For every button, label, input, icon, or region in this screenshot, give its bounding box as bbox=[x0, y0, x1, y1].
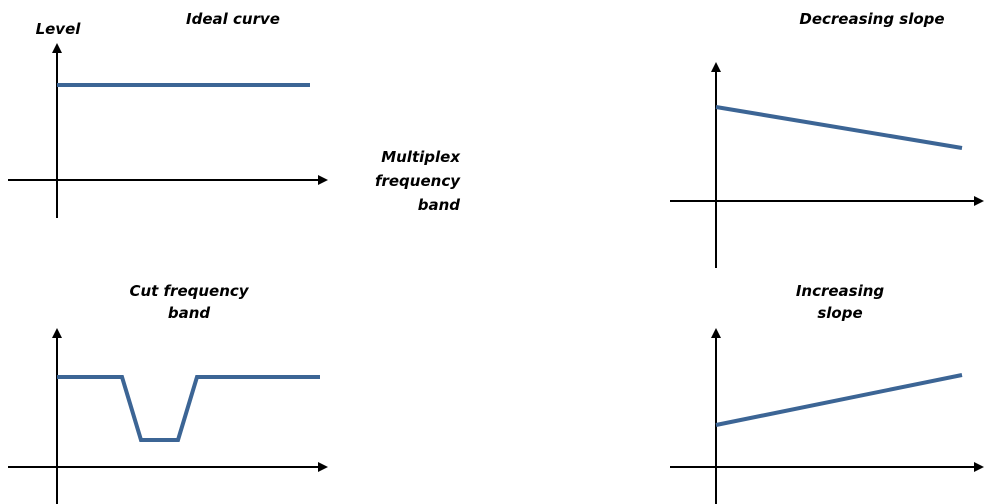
ideal-title: Ideal curve bbox=[186, 10, 280, 28]
increasing-title-line-2: slope bbox=[817, 304, 862, 322]
ideal-curve-panel: Ideal curve Level Multiplex frequency ba… bbox=[8, 10, 461, 218]
decreasing-title: Decreasing slope bbox=[799, 10, 944, 28]
increasing-title-line-1: Increasing bbox=[796, 282, 885, 300]
increasing-slope-panel: Increasing slope bbox=[670, 282, 984, 504]
cut-title-line-2: band bbox=[168, 304, 211, 322]
cut-notch-curve bbox=[57, 375, 320, 442]
decreasing-curve bbox=[715, 105, 963, 150]
cut-frequency-panel: Cut frequency band bbox=[8, 282, 328, 504]
cut-title-line-1: Cut frequency bbox=[129, 282, 249, 300]
frequency-axis-label-line-3: band bbox=[418, 196, 461, 214]
increasing-curve bbox=[715, 373, 963, 427]
level-axis-label: Level bbox=[36, 20, 82, 38]
frequency-axis-label-line-2: frequency bbox=[375, 172, 461, 190]
decreasing-slope-panel: Decreasing slope bbox=[670, 10, 984, 268]
frequency-axis-label-line-1: Multiplex bbox=[381, 148, 461, 166]
